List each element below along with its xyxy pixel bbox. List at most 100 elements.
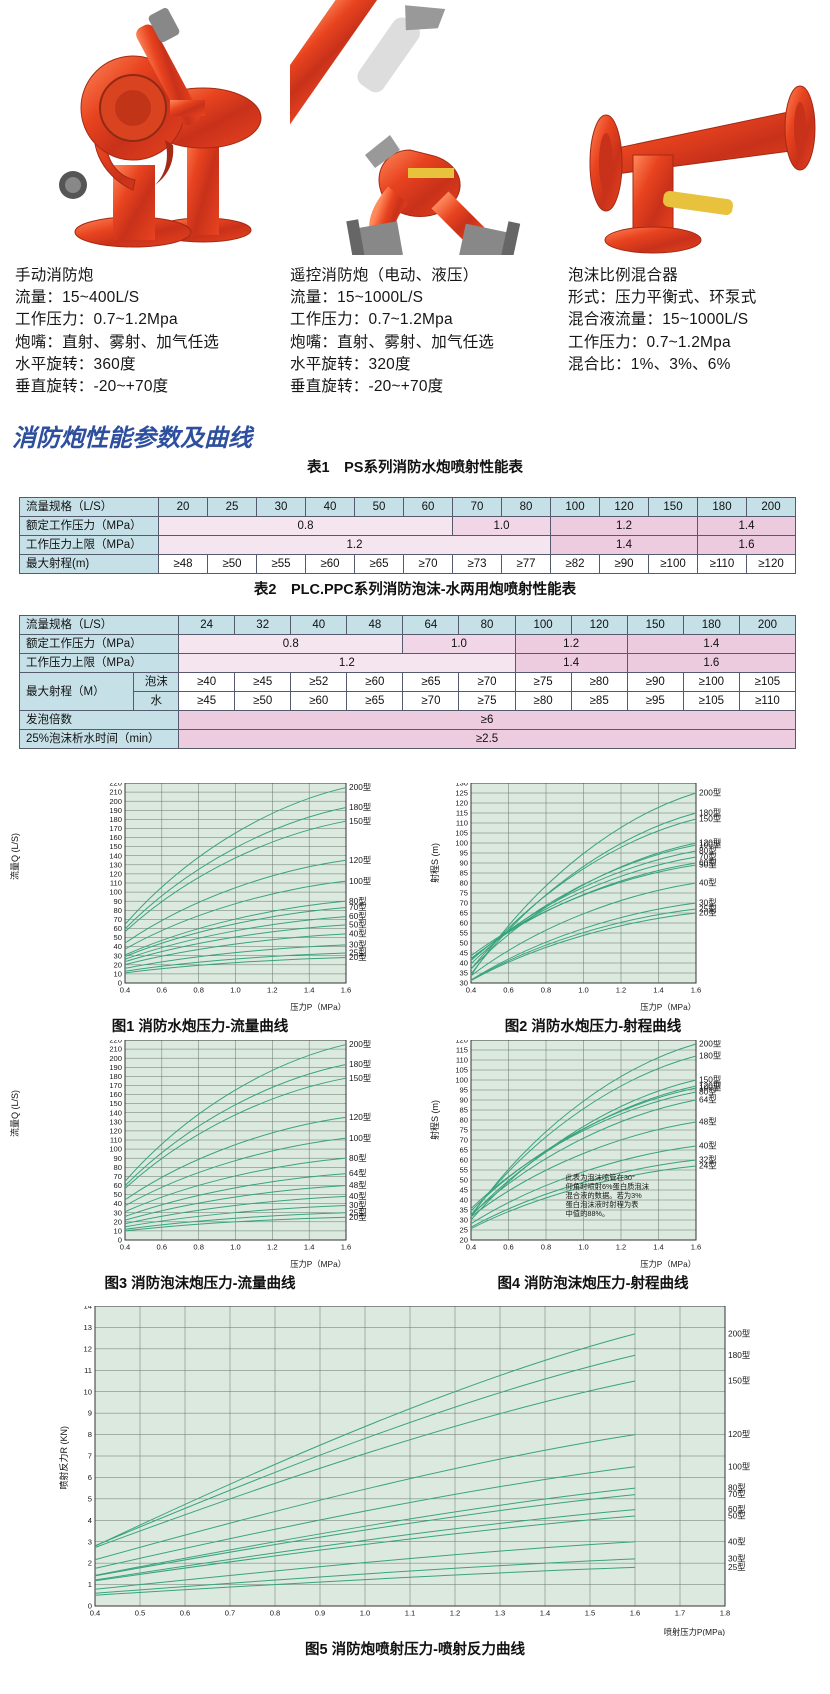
svg-text:80: 80	[114, 1163, 122, 1172]
svg-text:50: 50	[114, 933, 122, 942]
svg-text:35: 35	[460, 1206, 468, 1215]
svg-text:压力P（MPa）: 压力P（MPa）	[640, 1002, 696, 1011]
svg-text:30: 30	[114, 951, 122, 960]
svg-text:80型: 80型	[349, 1153, 367, 1163]
svg-text:150型: 150型	[349, 816, 371, 826]
svg-text:150型: 150型	[728, 1376, 750, 1386]
svg-text:1.0: 1.0	[578, 986, 589, 995]
svg-text:20型: 20型	[349, 952, 367, 962]
svg-text:1.0: 1.0	[578, 1243, 589, 1252]
svg-text:180型: 180型	[349, 1059, 371, 1069]
svg-text:90: 90	[460, 859, 468, 868]
svg-text:120: 120	[455, 1040, 468, 1045]
svg-text:压力P（MPa）: 压力P（MPa）	[290, 1259, 346, 1268]
svg-text:120: 120	[455, 799, 468, 808]
svg-text:40: 40	[114, 1199, 122, 1208]
svg-text:150: 150	[109, 1099, 122, 1108]
svg-text:1.2: 1.2	[267, 1243, 278, 1252]
svg-text:压力P（MPa）: 压力P（MPa）	[290, 1002, 346, 1011]
svg-text:200型: 200型	[349, 1040, 371, 1049]
svg-text:喷射压力P(MPa): 喷射压力P(MPa)	[664, 1627, 726, 1636]
svg-text:13: 13	[84, 1323, 92, 1332]
svg-text:35: 35	[460, 969, 468, 978]
svg-text:4: 4	[88, 1516, 92, 1525]
svg-text:30: 30	[460, 1216, 468, 1225]
svg-text:9: 9	[88, 1409, 92, 1418]
svg-text:0.7: 0.7	[225, 1609, 236, 1618]
svg-text:180: 180	[109, 815, 122, 824]
svg-text:45: 45	[460, 949, 468, 958]
svg-text:70: 70	[114, 915, 122, 924]
svg-text:1.5: 1.5	[585, 1609, 596, 1618]
svg-text:20: 20	[114, 1217, 122, 1226]
svg-text:6: 6	[88, 1473, 92, 1482]
svg-text:25: 25	[460, 1226, 468, 1235]
svg-text:120型: 120型	[349, 1112, 371, 1122]
svg-text:100: 100	[455, 839, 468, 848]
svg-text:200: 200	[109, 1054, 122, 1063]
svg-text:120: 120	[109, 870, 122, 879]
svg-text:14: 14	[84, 1306, 92, 1311]
svg-text:11: 11	[84, 1366, 92, 1375]
svg-text:100: 100	[109, 1145, 122, 1154]
svg-text:70: 70	[460, 1136, 468, 1145]
svg-text:1.6: 1.6	[341, 1243, 352, 1252]
svg-text:50型: 50型	[699, 860, 717, 870]
svg-text:80: 80	[460, 1116, 468, 1125]
svg-text:1.4: 1.4	[653, 1243, 664, 1252]
svg-text:64型: 64型	[349, 1168, 367, 1178]
svg-text:75: 75	[460, 889, 468, 898]
svg-text:150型: 150型	[349, 1073, 371, 1083]
svg-text:1.4: 1.4	[540, 1609, 551, 1618]
svg-text:65: 65	[460, 909, 468, 918]
svg-text:50: 50	[460, 1176, 468, 1185]
svg-text:64型: 64型	[699, 1095, 717, 1105]
svg-text:0.6: 0.6	[157, 1243, 168, 1252]
svg-text:110: 110	[110, 1136, 122, 1145]
svg-text:此表为泡沫喷管在30°: 此表为泡沫喷管在30°	[566, 1173, 635, 1182]
svg-text:0.8: 0.8	[270, 1609, 281, 1618]
svg-text:150: 150	[109, 842, 122, 851]
svg-text:150型: 150型	[699, 814, 721, 824]
svg-text:0.4: 0.4	[120, 986, 131, 995]
svg-text:1.6: 1.6	[630, 1609, 641, 1618]
svg-text:10: 10	[114, 1227, 122, 1236]
svg-text:1.2: 1.2	[616, 1243, 627, 1252]
svg-text:48型: 48型	[699, 1117, 717, 1127]
svg-text:12: 12	[84, 1344, 92, 1353]
svg-text:1.0: 1.0	[230, 986, 241, 995]
svg-text:1.8: 1.8	[720, 1609, 731, 1618]
svg-text:100型: 100型	[349, 876, 371, 886]
svg-text:0.6: 0.6	[503, 1243, 514, 1252]
svg-text:110: 110	[456, 819, 468, 828]
svg-text:80: 80	[114, 906, 122, 915]
svg-text:55: 55	[460, 1166, 468, 1175]
svg-text:130: 130	[109, 1117, 122, 1126]
svg-text:60: 60	[114, 924, 122, 933]
svg-text:85: 85	[460, 869, 468, 878]
svg-text:25型: 25型	[728, 1562, 746, 1572]
svg-text:0.6: 0.6	[157, 986, 168, 995]
svg-text:200: 200	[109, 797, 122, 806]
svg-text:蛋白泡沫液时射程为表: 蛋白泡沫液时射程为表	[566, 1200, 640, 1209]
svg-text:0.8: 0.8	[541, 986, 552, 995]
svg-text:130: 130	[455, 783, 468, 788]
svg-text:7: 7	[88, 1452, 92, 1461]
svg-text:5: 5	[88, 1494, 92, 1503]
svg-text:90: 90	[114, 897, 122, 906]
svg-text:0.8: 0.8	[193, 986, 204, 995]
svg-text:1.4: 1.4	[304, 1243, 315, 1252]
svg-text:0.6: 0.6	[503, 986, 514, 995]
svg-text:60: 60	[460, 1156, 468, 1165]
svg-text:0.4: 0.4	[90, 1609, 101, 1618]
svg-text:1.1: 1.1	[405, 1609, 416, 1618]
svg-text:115: 115	[456, 809, 468, 818]
svg-text:180型: 180型	[728, 1350, 750, 1360]
svg-text:80: 80	[460, 879, 468, 888]
svg-text:210: 210	[109, 788, 122, 797]
svg-text:0.5: 0.5	[135, 1609, 146, 1618]
svg-text:140: 140	[109, 1108, 122, 1117]
svg-text:160: 160	[109, 833, 122, 842]
svg-text:40: 40	[460, 1196, 468, 1205]
svg-text:200型: 200型	[349, 783, 371, 792]
